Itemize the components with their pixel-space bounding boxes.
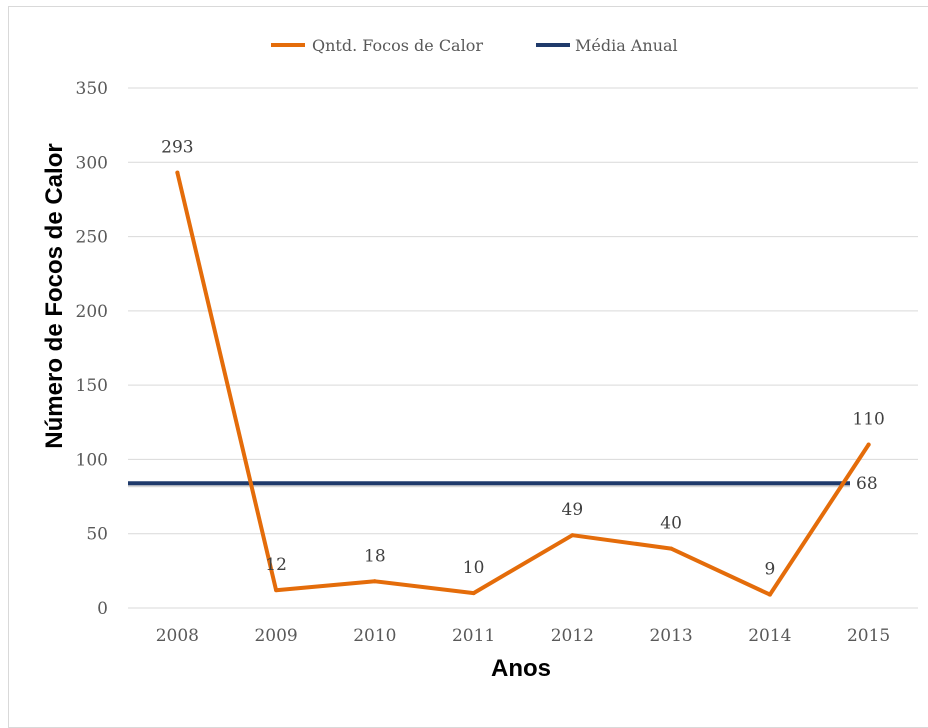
y-tick-label: 250	[76, 228, 108, 248]
focos-data-label: 49	[562, 500, 584, 520]
legend: Qntd. Focos de Calor Média Anual	[271, 36, 678, 55]
focos-point	[767, 592, 772, 597]
y-tick-label: 300	[76, 153, 108, 173]
focos-point	[372, 579, 377, 584]
y-tick-label: 150	[76, 376, 108, 396]
focos-point	[866, 442, 871, 447]
grid-lines	[128, 87, 918, 609]
y-tick-label: 100	[76, 450, 108, 470]
y-tick-label: 350	[76, 79, 108, 99]
focos-point	[175, 170, 180, 175]
x-tick-label: 2015	[847, 626, 890, 646]
x-tick-label: 2010	[353, 626, 396, 646]
focos-data-label: 18	[364, 546, 386, 566]
focos-data-label: 40	[660, 514, 682, 534]
x-tick-label: 2011	[452, 626, 495, 646]
focos-data-label: 10	[463, 558, 485, 578]
x-axis-title: Anos	[491, 655, 551, 682]
y-tick-labels: 0 50 100 150 200 250 300 350	[76, 79, 108, 619]
x-tick-label: 2009	[254, 626, 297, 646]
x-tick-label: 2014	[748, 626, 791, 646]
focos-point	[471, 591, 476, 596]
media-anual-label: 68	[856, 474, 878, 494]
focos-point	[669, 546, 674, 551]
focos-data-label: 110	[852, 410, 884, 430]
y-tick-label: 50	[86, 525, 108, 545]
data-labels: 293 12 18 10 49 40 9 110 68	[161, 138, 885, 580]
y-axis-title: Número de Focos de Calor	[41, 143, 68, 448]
focos-point	[570, 533, 575, 538]
series-lines	[128, 170, 871, 597]
x-tick-label: 2008	[156, 626, 199, 646]
legend-label-focos: Qntd. Focos de Calor	[312, 36, 483, 55]
focos-series-line	[175, 170, 871, 597]
x-tick-labels: 2008 2009 2010 2011 2012 2013 2014 2015	[156, 626, 891, 646]
focos-data-label: 9	[764, 560, 775, 580]
y-tick-label: 0	[97, 599, 108, 619]
focos-data-label: 12	[265, 555, 287, 575]
focos-point	[274, 588, 279, 593]
legend-label-media: Média Anual	[575, 36, 678, 55]
x-tick-label: 2012	[551, 626, 594, 646]
focos-data-label: 293	[161, 138, 193, 158]
x-tick-label: 2013	[649, 626, 692, 646]
y-tick-label: 200	[76, 302, 108, 322]
